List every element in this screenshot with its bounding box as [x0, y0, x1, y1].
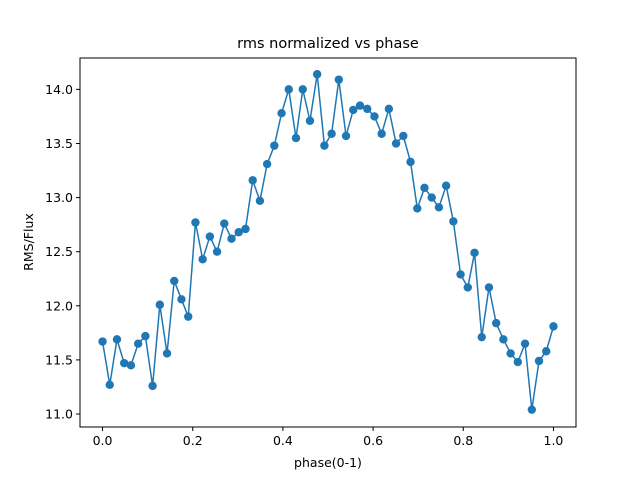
data-point — [270, 141, 279, 150]
data-point — [198, 255, 207, 264]
y-tick-label: 13.0 — [45, 190, 73, 205]
data-point — [162, 349, 172, 358]
data-point — [170, 276, 179, 286]
data-point — [212, 247, 222, 256]
data-point — [484, 283, 494, 292]
y-tick-label: 14.0 — [45, 82, 73, 97]
data-point — [105, 380, 114, 389]
data-point — [234, 228, 243, 237]
data-point — [441, 181, 451, 190]
data-point — [549, 322, 558, 331]
y-tick-label: 11.5 — [45, 352, 73, 367]
plot-frame — [79, 57, 577, 428]
y-tick-label: 12.0 — [45, 298, 73, 313]
data-point — [262, 159, 272, 169]
data-point — [191, 218, 200, 227]
data-point — [527, 405, 537, 414]
x-tick-label: 0.0 — [93, 433, 113, 448]
data-point — [320, 141, 329, 150]
data-point — [155, 300, 165, 309]
data-point — [363, 104, 372, 114]
data-point — [420, 183, 429, 193]
y-axis-label: RMS/Flux — [21, 213, 36, 271]
data-point — [355, 101, 365, 110]
data-point — [305, 116, 315, 125]
data-point — [220, 219, 229, 228]
x-axis-label: phase(0-1) — [294, 455, 362, 470]
data-point — [112, 335, 122, 344]
x-tick-label: 0.8 — [453, 433, 473, 448]
data-point — [241, 224, 250, 234]
data-point — [327, 129, 336, 138]
data-point — [248, 176, 257, 185]
data-point — [298, 85, 307, 94]
data-point — [499, 335, 508, 344]
data-point — [477, 332, 486, 342]
data-point — [227, 234, 236, 243]
data-point — [513, 357, 523, 367]
data-point — [391, 139, 401, 148]
data-point — [491, 318, 501, 328]
data-point — [542, 347, 551, 356]
y-tick-label: 12.5 — [45, 244, 73, 259]
data-point — [177, 295, 186, 304]
data-point — [384, 104, 394, 114]
data-point — [370, 112, 379, 121]
data-point — [413, 204, 422, 213]
data-line — [101, 74, 555, 410]
data-point — [449, 217, 458, 226]
y-tick-label: 13.5 — [45, 136, 73, 151]
data-point — [205, 232, 215, 241]
data-point — [148, 381, 157, 391]
x-tick-label: 0.6 — [363, 433, 383, 448]
data-point — [119, 358, 129, 368]
x-tick-label: 0.2 — [183, 433, 203, 448]
data-point — [377, 129, 386, 138]
data-point — [291, 133, 301, 143]
data-point — [463, 283, 472, 292]
data-point — [277, 108, 286, 118]
data-point — [506, 349, 515, 358]
data-point — [399, 131, 408, 141]
data-point — [406, 157, 415, 167]
data-point — [520, 339, 530, 348]
data-point — [284, 85, 293, 94]
data-point — [141, 331, 150, 341]
data-point — [341, 131, 351, 141]
data-point — [133, 339, 143, 348]
x-tick-label: 0.4 — [273, 433, 293, 448]
data-point — [349, 105, 358, 115]
y-tick-label: 11.0 — [45, 407, 73, 422]
data-point — [534, 356, 544, 366]
chart-title: rms normalized vs phase — [237, 36, 419, 52]
data-point — [255, 196, 265, 206]
data-point — [434, 203, 444, 212]
data-point — [334, 75, 344, 84]
data-point — [470, 248, 479, 257]
x-tick-label: 1.0 — [544, 433, 564, 448]
data-point — [98, 337, 107, 346]
data-point — [427, 193, 436, 202]
data-point — [126, 361, 136, 370]
data-point — [456, 270, 465, 279]
data-point — [184, 312, 193, 321]
data-point — [312, 70, 322, 79]
